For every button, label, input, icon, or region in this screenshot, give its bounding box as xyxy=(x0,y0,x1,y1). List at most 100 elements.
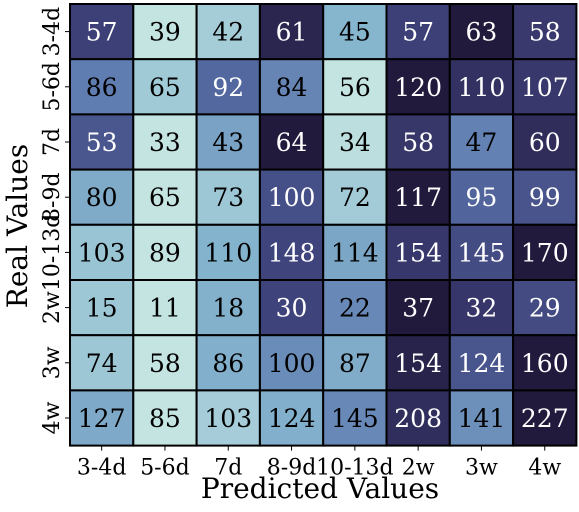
heatmap-cell xyxy=(195,113,261,171)
cell-value-label: 154 xyxy=(394,349,442,378)
cell-value-label: 37 xyxy=(402,294,434,323)
x-tick-label: 8-9d xyxy=(267,456,317,481)
cell-value-label: 64 xyxy=(276,128,308,157)
cell-value-label: 85 xyxy=(149,404,181,433)
cell-value-label: 141 xyxy=(458,404,506,433)
cell-value-label: 30 xyxy=(276,294,308,323)
cell-value-label: 42 xyxy=(212,18,244,47)
heatmap-cell xyxy=(322,223,388,282)
y-tick-label: 10-13d xyxy=(40,214,65,292)
y-tick-label: 7d xyxy=(40,128,65,156)
cell-value-label: 65 xyxy=(149,183,181,212)
cell-value-label: 160 xyxy=(521,349,569,378)
cell-value-label: 18 xyxy=(212,294,244,323)
heatmap-cell xyxy=(512,389,578,447)
heatmap-cell xyxy=(385,113,451,171)
cell-value-label: 107 xyxy=(521,73,569,102)
heatmap-cells: 57 39 42 61 45 57 63 58 86 65 92 84 56 120 110 107 53 33 4… xyxy=(69,3,578,447)
heatmap-cell xyxy=(258,113,325,171)
heatmap-cell xyxy=(448,334,515,392)
cell-value-label: 80 xyxy=(86,183,118,212)
cell-value-label: 33 xyxy=(149,128,181,157)
heatmap-cell xyxy=(512,58,578,116)
x-tick-label: 5-6d xyxy=(140,456,190,481)
cell-value-label: 57 xyxy=(402,18,434,47)
cell-value-label: 110 xyxy=(458,73,506,102)
heatmap-cell xyxy=(322,113,388,171)
cell-value-label: 110 xyxy=(204,238,252,267)
cell-value-label: 74 xyxy=(86,349,118,378)
x-tick-label: 7d xyxy=(214,456,242,481)
cell-value-label: 127 xyxy=(78,404,126,433)
heatmap-cell xyxy=(132,334,198,392)
y-axis-label: Real Values xyxy=(1,144,34,308)
heatmap-cell xyxy=(195,389,261,447)
cell-value-label: 45 xyxy=(339,18,371,47)
cell-value-label: 103 xyxy=(204,404,252,433)
y-tick-label: 3w xyxy=(40,346,65,379)
x-tick-label: 3-4d xyxy=(77,456,127,481)
cell-value-label: 120 xyxy=(394,73,442,102)
cell-value-label: 58 xyxy=(402,128,434,157)
x-tick-label: 10-13d xyxy=(316,456,394,481)
cell-value-label: 22 xyxy=(339,294,371,323)
cell-value-label: 99 xyxy=(529,183,561,212)
heatmap-cell xyxy=(258,223,325,282)
x-tick-label: 3w xyxy=(465,456,498,481)
cell-value-label: 92 xyxy=(212,73,244,102)
cell-value-label: 95 xyxy=(466,183,498,212)
cell-value-label: 103 xyxy=(78,238,126,267)
heatmap-cell xyxy=(195,334,261,392)
cell-value-label: 53 xyxy=(86,128,118,157)
heatmap-cell xyxy=(512,113,578,171)
cell-value-label: 148 xyxy=(268,238,316,267)
heatmap-cell xyxy=(385,279,451,337)
cell-value-label: 145 xyxy=(331,404,379,433)
cell-value-label: 58 xyxy=(529,18,561,47)
cell-value-label: 154 xyxy=(394,238,442,267)
heatmap-cell xyxy=(512,3,578,61)
cell-value-label: 100 xyxy=(268,349,316,378)
y-tick-label: 3-4d xyxy=(40,7,65,57)
heatmap-cell xyxy=(385,3,451,61)
cell-value-label: 32 xyxy=(466,294,498,323)
cell-value-label: 124 xyxy=(268,404,316,433)
cell-value-label: 114 xyxy=(331,238,379,267)
cell-value-label: 100 xyxy=(268,183,316,212)
heatmap-cell xyxy=(322,279,388,337)
cell-value-label: 87 xyxy=(339,349,371,378)
heatmap-cell xyxy=(512,334,578,392)
cell-value-label: 56 xyxy=(339,73,371,102)
heatmap-cell xyxy=(385,334,451,392)
heatmap-cell xyxy=(132,58,198,116)
heatmap-cell xyxy=(448,168,515,226)
heatmap-cell xyxy=(448,279,515,337)
cell-value-label: 58 xyxy=(149,349,181,378)
heatmap-cell xyxy=(258,58,325,116)
cell-value-label: 11 xyxy=(149,294,181,323)
cell-value-label: 208 xyxy=(394,404,442,433)
heatmap-cell xyxy=(385,58,451,116)
cell-value-label: 57 xyxy=(86,18,118,47)
cell-value-label: 145 xyxy=(458,238,506,267)
cell-value-label: 47 xyxy=(466,128,498,157)
heatmap-cell xyxy=(132,279,198,337)
cell-value-label: 39 xyxy=(149,18,181,47)
x-axis-label: Predicted Values xyxy=(201,472,439,505)
y-tick-label: 2w xyxy=(40,291,65,324)
cell-value-label: 34 xyxy=(339,128,371,157)
cell-value-label: 60 xyxy=(529,128,561,157)
heatmap-cell xyxy=(512,279,578,337)
cell-value-label: 15 xyxy=(86,294,118,323)
cell-value-label: 89 xyxy=(149,238,181,267)
x-axis-ticks: 3-4d 5-6d 7d 8-9d 10-13d 2w 3w 4w xyxy=(77,445,561,481)
cell-value-label: 227 xyxy=(521,404,569,433)
y-tick-label: 5-6d xyxy=(40,62,65,112)
cell-value-label: 170 xyxy=(521,238,569,267)
cell-value-label: 65 xyxy=(149,73,181,102)
heatmap-cell xyxy=(69,334,135,392)
heatmap-cell xyxy=(322,389,388,447)
x-tick-label: 2w xyxy=(402,456,435,481)
